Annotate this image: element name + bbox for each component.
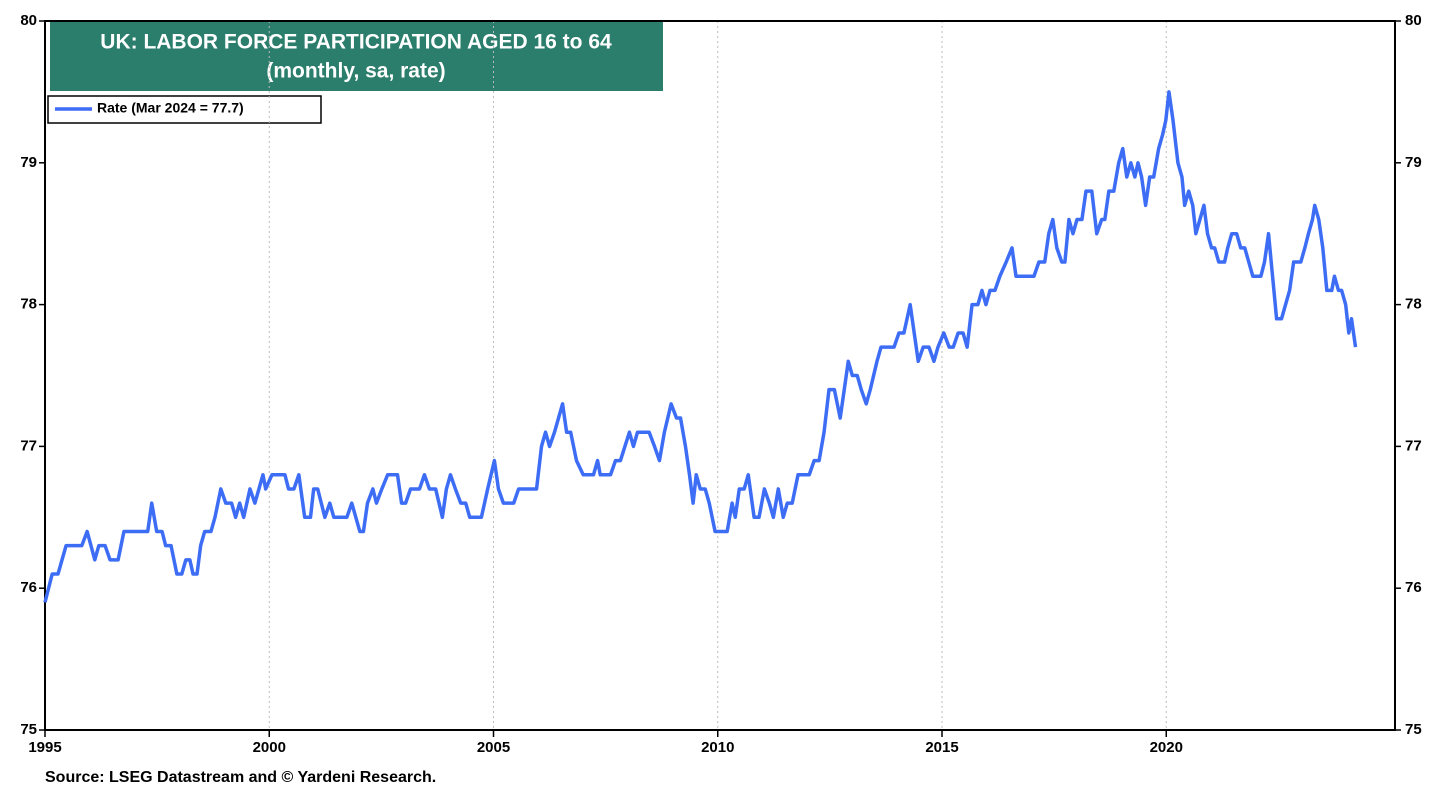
y2-tick-label: 79 (1405, 154, 1422, 171)
x-tick-label: 2010 (701, 739, 734, 756)
x-tick-label: 2015 (925, 739, 958, 756)
y-tick-label: 78 (20, 296, 37, 313)
y-tick-label: 77 (20, 437, 37, 454)
legend-box (47, 95, 322, 124)
chart-title: UK: LABOR FORCE PARTICIPATION AGED 16 to… (100, 31, 612, 54)
y2-tick-label: 78 (1405, 296, 1422, 313)
x-tick-label: 2005 (477, 739, 510, 756)
y2-tick-label: 77 (1405, 437, 1422, 454)
plot-frame (44, 20, 1396, 731)
y2-tick-label: 75 (1405, 721, 1422, 738)
legend-label: Rate (Mar 2024 = 77.7) (97, 100, 244, 116)
title-box (50, 22, 663, 91)
y-tick-label: 76 (20, 579, 37, 596)
source-note: Source: LSEG Datastream and © Yardeni Re… (45, 769, 436, 786)
x-tick-label: 2020 (1150, 739, 1183, 756)
x-tick-label: 1995 (28, 739, 61, 756)
y-tick-label: 75 (20, 721, 37, 738)
y2-tick-label: 76 (1405, 579, 1422, 596)
x-tick-label: 2000 (253, 739, 286, 756)
chart-subtitle: (monthly, sa, rate) (266, 60, 445, 83)
y-tick-label: 79 (20, 154, 37, 171)
data-line (43, 90, 1358, 603)
y-tick-label: 80 (20, 12, 37, 29)
y2-tick-label: 80 (1405, 12, 1422, 29)
